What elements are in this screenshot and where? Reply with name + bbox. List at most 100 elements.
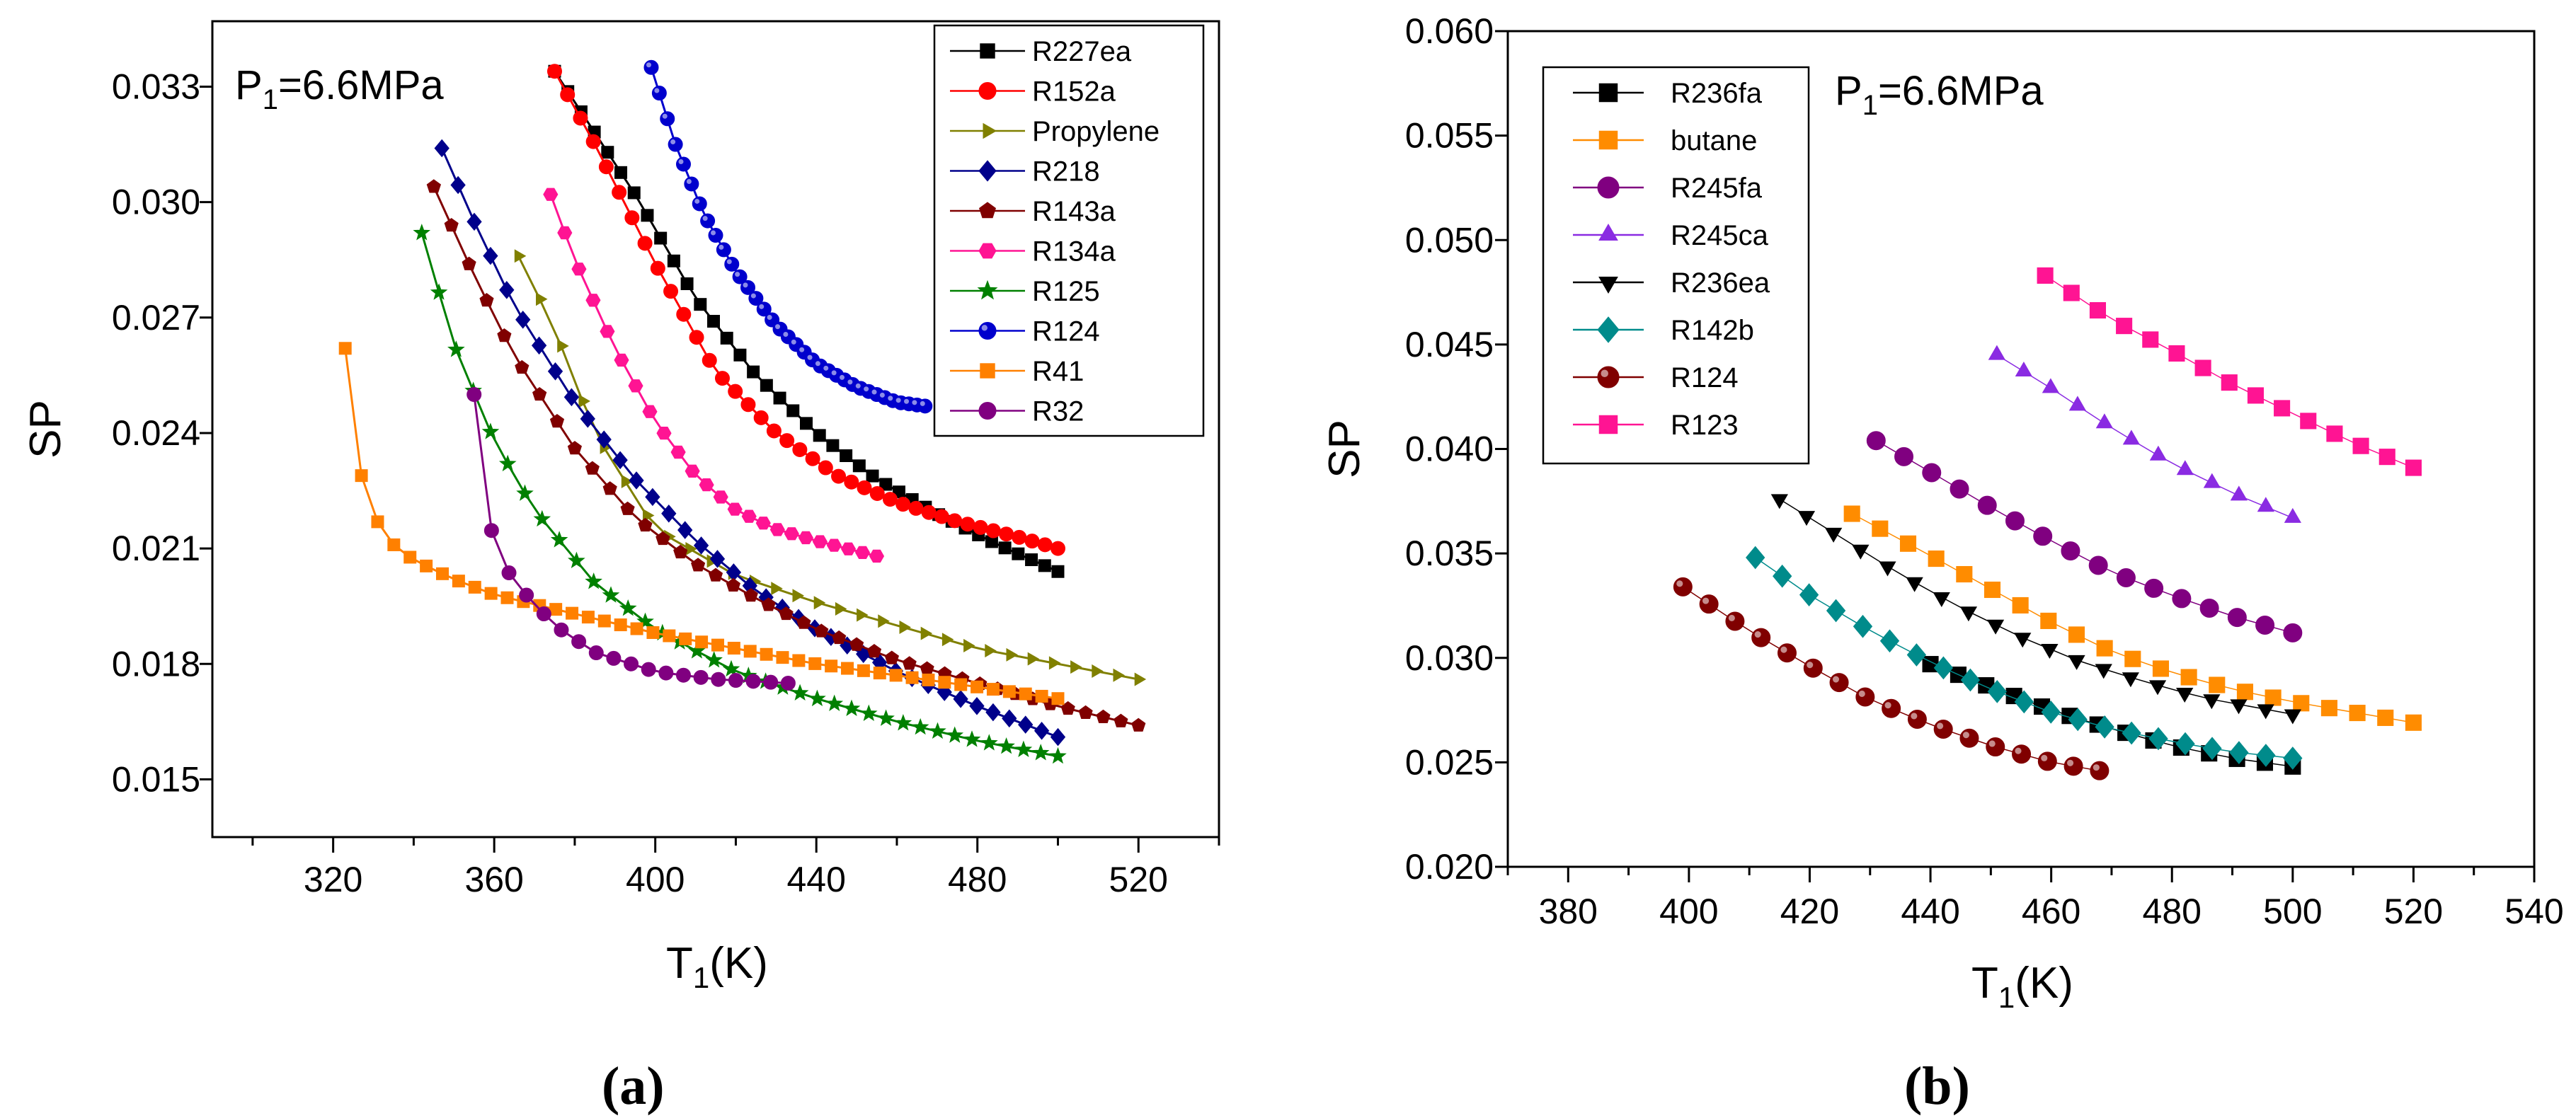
- data-point: [2063, 756, 2083, 776]
- data-point: [481, 422, 500, 439]
- data-point: [761, 597, 776, 611]
- data-point: [963, 638, 975, 652]
- data-point: [636, 612, 654, 629]
- data-point: [580, 410, 595, 428]
- data-point: [929, 722, 946, 739]
- data-point: [2349, 704, 2366, 722]
- data-point: [1988, 345, 2005, 360]
- x-tick-label: 480: [2143, 892, 2202, 931]
- data-point: [689, 330, 704, 345]
- data-point: [650, 260, 665, 276]
- data-point: [667, 254, 680, 267]
- data-point: [866, 643, 882, 658]
- data-point: [1829, 673, 1849, 693]
- data-point: [857, 608, 869, 622]
- data-point: [498, 454, 517, 472]
- data-point: [799, 417, 813, 430]
- data-point: [1014, 740, 1033, 757]
- data-point: [1773, 564, 1792, 588]
- data-point: [740, 397, 756, 413]
- data-point: [614, 353, 629, 367]
- data-point: [612, 185, 627, 200]
- series-line-r245fa: [1875, 440, 2293, 634]
- legend-label: R41: [1032, 356, 1084, 387]
- data-point-highlight: [2066, 759, 2074, 766]
- data-point: [1928, 551, 1945, 567]
- series-line-r32: [473, 394, 789, 684]
- data-point: [2116, 318, 2133, 335]
- data-point: [2320, 700, 2337, 717]
- data-point: [2148, 680, 2167, 696]
- data-point: [1134, 672, 1147, 686]
- data-point: [531, 336, 547, 355]
- data-point: [1879, 629, 1900, 653]
- data-point: [2284, 709, 2301, 725]
- legend-marker: [983, 122, 997, 139]
- data-point: [878, 614, 890, 628]
- data-point: [889, 669, 903, 682]
- data-point: [2040, 612, 2057, 629]
- data-point: [641, 209, 654, 222]
- legend-label: R142b: [1671, 315, 1754, 346]
- data-point: [805, 451, 820, 466]
- legend-entry: R134a: [950, 236, 1116, 267]
- pressure-annotation-prefix: P: [1835, 68, 1862, 114]
- data-point: [1012, 547, 1025, 560]
- data-point: [2095, 413, 2113, 429]
- data-point: [2284, 507, 2301, 523]
- data-point: [2176, 688, 2194, 703]
- data-point: [691, 558, 706, 572]
- data-point: [1078, 705, 1093, 719]
- data-point-highlight: [807, 355, 813, 360]
- series-r32: [466, 387, 796, 691]
- pressure-annotation-prefix: P: [235, 62, 263, 108]
- x-tick-label: 440: [1901, 892, 1959, 931]
- data-point-highlight: [1754, 630, 1761, 638]
- data-point-highlight: [1988, 740, 1996, 747]
- data-point-highlight: [678, 159, 684, 165]
- data-point: [1031, 744, 1050, 761]
- legend-marker: [978, 160, 997, 182]
- legend-label: butane: [1671, 125, 1757, 156]
- data-point: [1852, 544, 1870, 560]
- legend-marker: [1598, 224, 1618, 241]
- series-r41: [338, 342, 1065, 705]
- legend-entry: R218: [950, 156, 1100, 188]
- data-point-highlight: [831, 370, 837, 376]
- data-point: [2227, 608, 2247, 628]
- pressure-annotation-value: =6.6MPa: [1878, 68, 2044, 114]
- data-point: [1933, 592, 1950, 608]
- y-axis-label: SP: [21, 400, 70, 459]
- series-r152a: [546, 64, 1065, 556]
- data-point: [760, 647, 773, 661]
- legend-label: R124: [1032, 316, 1100, 347]
- y-tick-label: 0.050: [1405, 220, 1494, 260]
- x-axis-label-unit: (K): [709, 939, 768, 988]
- data-point: [716, 242, 731, 258]
- y-tick-label: 0.020: [1405, 847, 1494, 887]
- data-point: [869, 485, 885, 501]
- data-point: [695, 635, 709, 649]
- data-point: [543, 188, 559, 201]
- data-point: [911, 718, 929, 735]
- data-point-highlight: [743, 282, 748, 288]
- legend-label: R245fa: [1671, 173, 1763, 204]
- legend-label: R218: [1032, 156, 1100, 188]
- data-point: [692, 196, 707, 212]
- data-point-highlight: [750, 293, 756, 299]
- y-tick-label: 0.021: [112, 529, 200, 568]
- data-point: [776, 651, 789, 664]
- data-point: [2012, 597, 2029, 614]
- data-point: [516, 484, 534, 501]
- data-point: [444, 217, 459, 232]
- data-point: [728, 673, 743, 688]
- legend-label: R125: [1032, 276, 1100, 307]
- data-point: [763, 674, 779, 690]
- data-point: [2257, 704, 2274, 720]
- data-point: [1777, 643, 1797, 663]
- data-point: [597, 614, 611, 628]
- y-tick-label: 0.018: [112, 644, 200, 684]
- data-point: [1853, 614, 1873, 638]
- data-point: [628, 379, 643, 393]
- data-point: [2257, 497, 2274, 512]
